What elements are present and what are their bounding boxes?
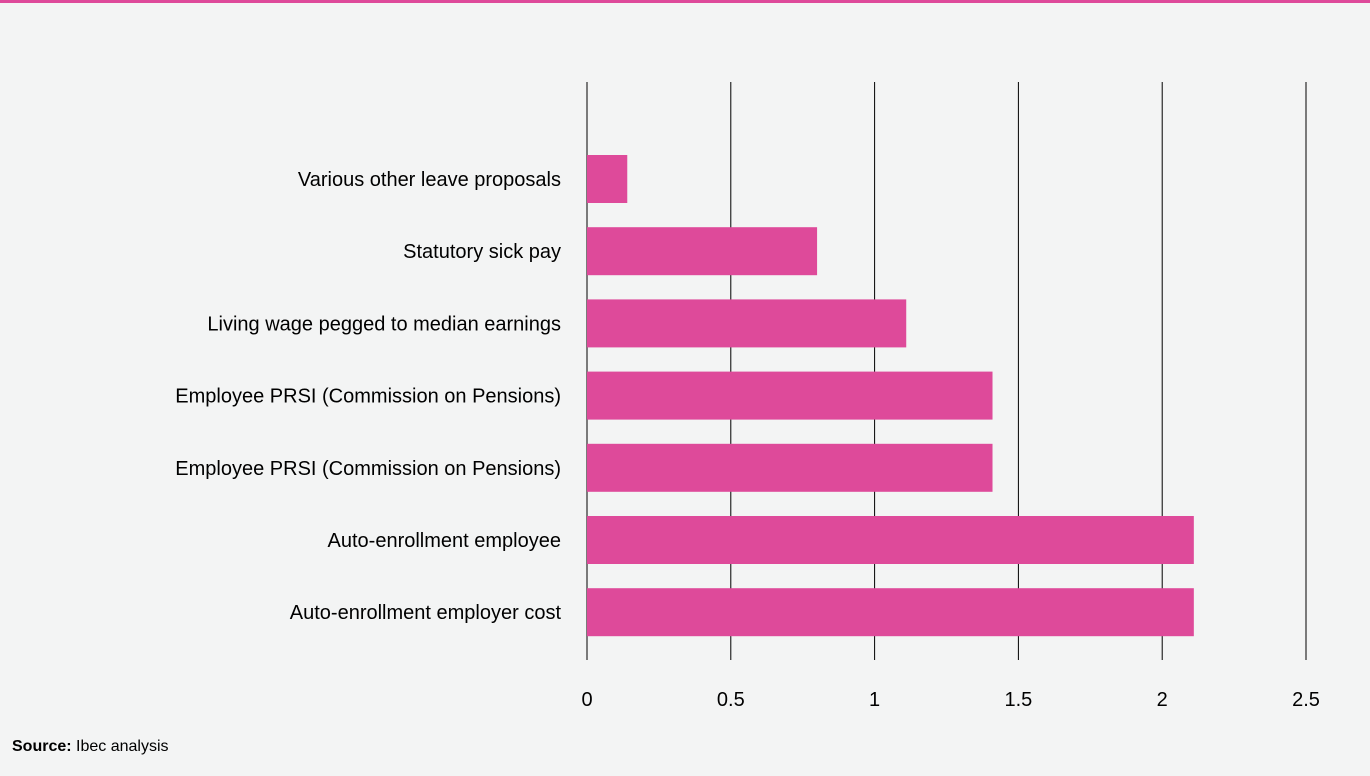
grid-lines	[586, 82, 1307, 660]
category-label: Employee PRSI (Commission on Pensions)	[175, 458, 561, 480]
category-label: Various other leave proposals	[298, 169, 561, 191]
category-labels: Various other leave proposals Statutory s…	[175, 169, 561, 624]
bar	[587, 155, 628, 203]
source-text: Ibec analysis	[76, 738, 169, 755]
x-tick-label: 2	[1157, 689, 1168, 711]
bar	[587, 443, 993, 492]
top-accent-rule	[0, 0, 1370, 3]
bar	[587, 588, 1194, 637]
x-tick-labels: 0 0.5 1 1.5 2 2.5	[581, 689, 1319, 711]
category-label: Living wage pegged to median earnings	[207, 313, 561, 335]
category-label: Employee PRSI (Commission on Pensions)	[175, 386, 561, 408]
bar	[587, 516, 1194, 564]
bar	[587, 371, 993, 420]
bars	[587, 155, 1194, 637]
x-tick-label: 1.5	[1004, 689, 1032, 711]
category-label: Auto-enrollment employee	[328, 530, 561, 552]
x-tick-label: 1	[869, 689, 880, 711]
source-note: Source: Ibec analysis	[12, 738, 169, 756]
x-tick-label: 0	[581, 689, 592, 711]
category-label: Statutory sick pay	[403, 241, 561, 263]
x-tick-label: 2.5	[1292, 689, 1320, 711]
source-label: Source:	[12, 738, 72, 755]
category-label: Auto-enrollment employer cost	[290, 602, 562, 624]
bar	[587, 299, 907, 348]
bar	[587, 227, 818, 276]
x-tick-label: 0.5	[717, 689, 745, 711]
